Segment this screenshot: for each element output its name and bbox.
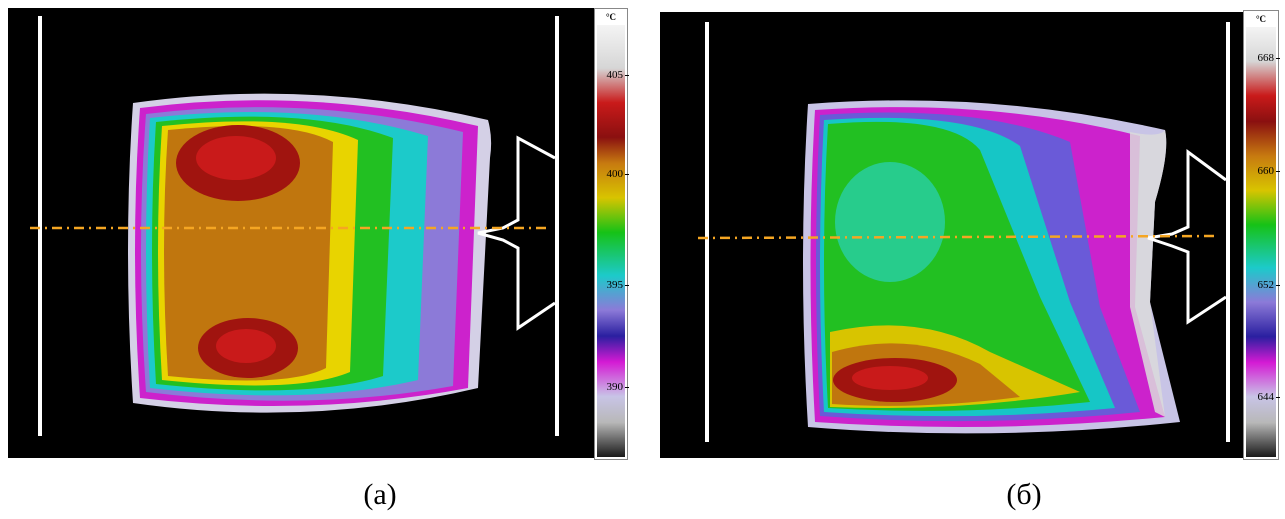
temperature-scale-b: °C 668 660 652 644 bbox=[1243, 10, 1280, 460]
panel-b-caption: (б) bbox=[1006, 478, 1042, 511]
scale-tick-b-2: 660 bbox=[1257, 165, 1280, 177]
thermogram-a-image bbox=[30, 16, 559, 436]
scale-tick-a-3: 395 bbox=[606, 279, 629, 291]
thermogram-b-image bbox=[697, 22, 1230, 442]
scale-unit-b: °C bbox=[1255, 14, 1267, 24]
scale-tick-b-1: 668 bbox=[1257, 52, 1280, 64]
panel-b: °C 668 660 652 644 (б) bbox=[655, 0, 1285, 519]
thermogram-a bbox=[8, 8, 594, 458]
panel-a: °C 405 400 395 390 (а) bbox=[0, 0, 640, 519]
scale-tick-a-4: 390 bbox=[606, 381, 629, 393]
temperature-scale-a: °C 405 400 395 390 bbox=[594, 8, 629, 460]
scale-tick-b-3: 652 bbox=[1257, 279, 1280, 291]
panel-a-caption: (а) bbox=[363, 478, 397, 511]
scale-unit-a: °C bbox=[605, 12, 617, 22]
thermogram-b bbox=[660, 12, 1243, 458]
scale-tick-a-2: 400 bbox=[606, 168, 629, 180]
scale-tick-b-4: 644 bbox=[1257, 391, 1280, 403]
scale-tick-a-1: 405 bbox=[606, 69, 629, 81]
scale-bar-b bbox=[1246, 27, 1276, 457]
scale-bar-a bbox=[597, 25, 625, 457]
